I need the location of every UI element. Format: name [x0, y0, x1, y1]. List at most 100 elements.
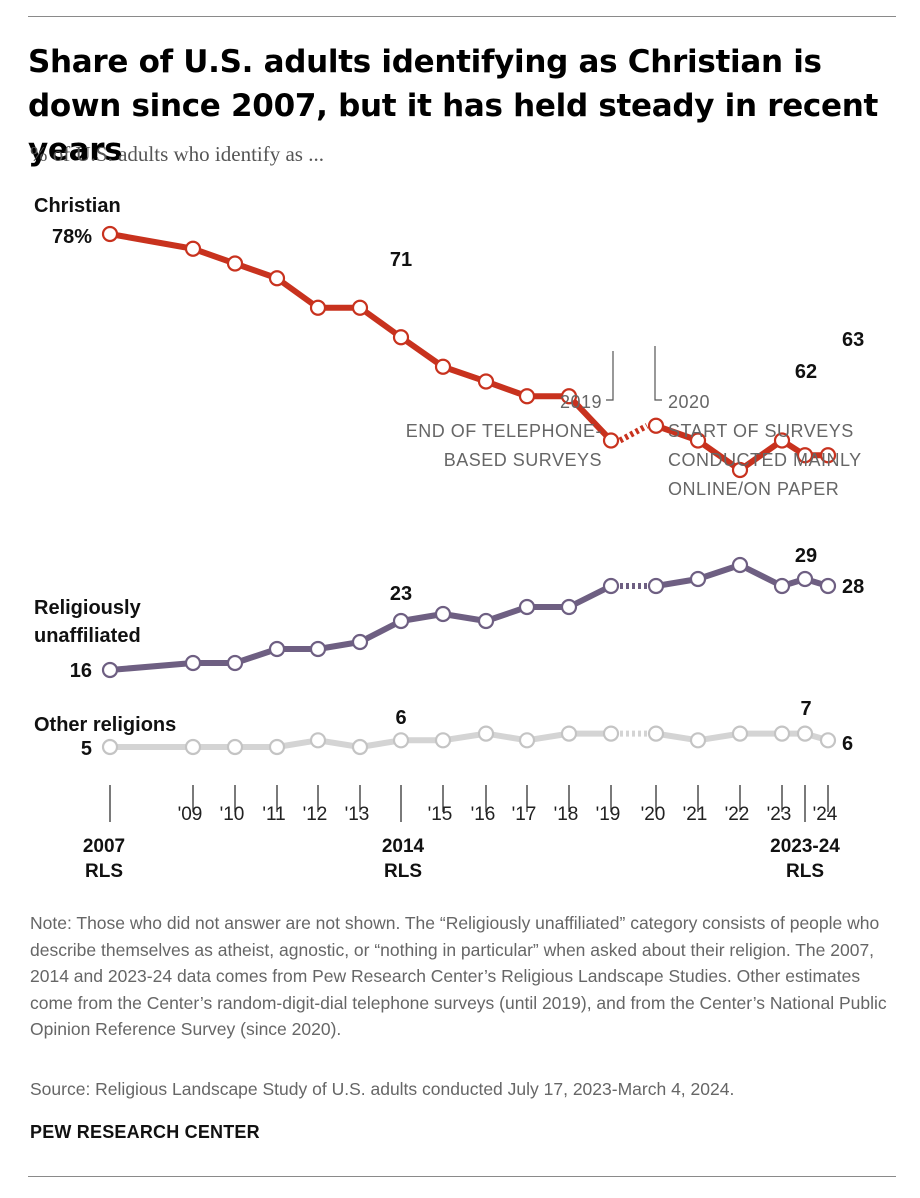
data-point-unaffiliated-2014 [392, 612, 410, 630]
top-rule [28, 16, 896, 17]
chart-source: Source: Religious Landscape Study of U.S… [30, 1079, 735, 1099]
data-point-other-2016 [477, 725, 495, 742]
value-label-unaffiliated-1: 23 [390, 583, 412, 605]
data-point-unaffiliated-2009 [184, 654, 202, 672]
data-point-unaffiliated-2007 [101, 661, 119, 679]
data-point-other-2020 [647, 725, 665, 742]
annotation-leader-2019 [606, 351, 614, 401]
organization-name: PEW RESEARCH CENTER [30, 1122, 260, 1142]
data-point-unaffiliated-2017 [518, 598, 536, 616]
data-point-christian-2017 [518, 388, 536, 405]
data-point-unaffiliated-2023 [773, 577, 791, 595]
chart-labels: Christian Religiously unaffiliated Other re… [34, 195, 864, 760]
x-tick-label-2016: '16 [471, 804, 496, 825]
annotation-year-2020: 2020 [668, 392, 710, 412]
rls-label-text: RLS [384, 861, 422, 882]
data-point-christian-2012 [309, 299, 327, 316]
x-tick-label-2023: '23 [767, 804, 792, 825]
data-point-christian-2023 [773, 432, 791, 449]
data-point-christian-2011 [268, 270, 286, 287]
x-tick-label-2010: '10 [220, 804, 245, 825]
annotation-leader-2020 [654, 346, 662, 401]
data-point-christian-2009 [184, 240, 202, 257]
x-tick-label-2009: '09 [178, 804, 203, 825]
data-point-unaffiliated-2016 [477, 612, 495, 630]
data-point-other-2012 [309, 732, 327, 749]
x-tick-label-2022: '22 [725, 804, 750, 825]
data-point-christian-2010 [226, 255, 244, 272]
value-label-other-1: 6 [395, 707, 406, 729]
data-point-other-2019 [602, 725, 620, 742]
annotation-text-2020: CONDUCTED MAINLY [668, 450, 862, 470]
annotation-text-2020: START OF SURVEYS [668, 421, 854, 441]
value-label-other-2: 7 [800, 698, 811, 720]
data-point-other-2007 [101, 738, 119, 756]
data-point-other-2015 [434, 732, 452, 749]
series-line-unaffiliated-telephone [109, 583, 613, 673]
bottom-rule [28, 1176, 896, 1177]
rls-label-text: RLS [85, 861, 123, 882]
data-point-other-2014 [392, 732, 410, 749]
x-tick-label-2024: '24 [813, 804, 838, 825]
series-label-unaffiliated-line2: unaffiliated [34, 625, 141, 647]
series-line-christian-mode-break [618, 423, 649, 444]
data-point-christian-2018 [560, 388, 578, 405]
rls-label-text: RLS [786, 861, 824, 882]
chart-title: Share of U.S. adults identifying as Chri… [28, 44, 879, 168]
x-tick-label-2011: '11 [262, 804, 285, 825]
data-point-christian-2024 [819, 447, 837, 464]
series-line-christian-telephone [109, 231, 614, 443]
value-label-christian-1: 71 [390, 249, 412, 271]
data-point-other-2017 [518, 732, 536, 749]
data-point-christian-2019 [602, 432, 620, 449]
chart-note: Note: Those who did not answer are not s… [30, 913, 887, 1039]
data-point-unaffiliated-2020 [647, 577, 665, 595]
data-point-unaffiliated-2024 [819, 577, 837, 595]
series-points [101, 225, 837, 756]
data-point-christian-2014 [392, 329, 410, 346]
annotation-text-2019: BASED SURVEYS [444, 450, 602, 470]
value-label-unaffiliated-2: 29 [795, 545, 817, 567]
data-point-christian-2022 [731, 461, 749, 479]
data-point-unaffiliated-2019 [602, 577, 620, 595]
data-point-unaffiliated-2023-24 [796, 570, 814, 588]
series-label-unaffiliated-line1: Religiously [34, 597, 142, 619]
line-chart: '09 '10 '11 '12 '13 '15 '16 '17 '18 '19 '20 '21 '22 '… [34, 195, 864, 882]
data-point-unaffiliated-2010 [226, 654, 244, 672]
value-label-unaffiliated-3: 28 [842, 576, 864, 598]
data-point-other-2023-24 [796, 725, 814, 742]
value-label-other-3: 6 [842, 733, 853, 755]
x-tick-label-2013: '13 [345, 804, 370, 825]
data-point-other-2023 [773, 725, 791, 742]
data-point-christian-2020 [647, 417, 665, 434]
data-point-unaffiliated-2013 [351, 633, 369, 651]
data-point-unaffiliated-2022 [731, 556, 749, 574]
data-point-unaffiliated-2011 [268, 640, 286, 658]
x-tick-label-2015: '15 [428, 804, 453, 825]
data-point-unaffiliated-2012 [309, 640, 327, 658]
series-label-other: Other religions [34, 714, 176, 736]
rls-label-year: 2023-24 [770, 836, 840, 857]
data-point-other-2010 [226, 738, 244, 756]
data-point-other-2013 [351, 738, 369, 756]
x-tick-label-2017: '17 [512, 804, 537, 825]
data-point-christian-2023-24 [796, 447, 814, 464]
data-point-christian-2016 [477, 373, 495, 390]
data-point-christian-2015 [434, 358, 452, 375]
value-label-unaffiliated-0: 16 [70, 660, 92, 682]
x-tick-label-2019: '19 [596, 804, 621, 825]
x-tick-label-2012: '12 [303, 804, 328, 825]
series-label-christian: Christian [34, 195, 121, 217]
data-point-unaffiliated-2018 [560, 598, 578, 616]
x-tick-label-2021: '21 [683, 804, 708, 825]
data-point-other-2024 [819, 732, 837, 749]
data-point-other-2011 [268, 738, 286, 756]
rls-label-year: 2014 [382, 836, 425, 857]
value-label-other-0: 5 [81, 738, 92, 760]
data-point-other-2018 [560, 725, 578, 742]
data-point-christian-2007 [101, 225, 119, 243]
value-label-christian-2: 62 [795, 361, 817, 383]
x-tick-label-2018: '18 [554, 804, 579, 825]
data-point-christian-2021 [689, 432, 707, 449]
value-label-christian-0: 78% [52, 226, 92, 248]
